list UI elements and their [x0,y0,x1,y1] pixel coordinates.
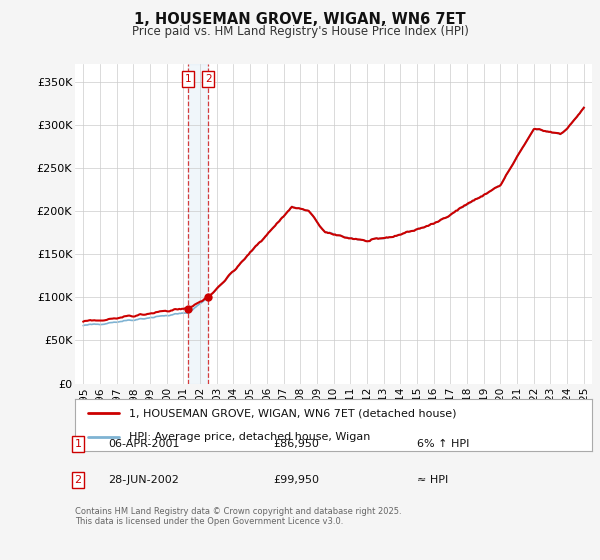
Text: £99,950: £99,950 [273,475,319,485]
Bar [188,64,208,384]
Text: Contains HM Land Registry data © Crown copyright and database right 2025.
This d: Contains HM Land Registry data © Crown c… [75,507,401,526]
Text: ≈ HPI: ≈ HPI [417,475,448,485]
Text: 2: 2 [74,475,82,485]
Text: HPI: Average price, detached house, Wigan: HPI: Average price, detached house, Wiga… [130,432,371,442]
Text: 1: 1 [74,439,82,449]
Text: 06-APR-2001: 06-APR-2001 [108,439,179,449]
Text: 1, HOUSEMAN GROVE, WIGAN, WN6 7ET (detached house): 1, HOUSEMAN GROVE, WIGAN, WN6 7ET (detac… [130,408,457,418]
Text: Price paid vs. HM Land Registry's House Price Index (HPI): Price paid vs. HM Land Registry's House … [131,25,469,38]
Text: 6% ↑ HPI: 6% ↑ HPI [417,439,469,449]
Text: 28-JUN-2002: 28-JUN-2002 [108,475,179,485]
Text: £86,950: £86,950 [273,439,319,449]
Text: 1, HOUSEMAN GROVE, WIGAN, WN6 7ET: 1, HOUSEMAN GROVE, WIGAN, WN6 7ET [134,12,466,27]
Text: 2: 2 [205,74,212,84]
Text: 1: 1 [185,74,191,84]
